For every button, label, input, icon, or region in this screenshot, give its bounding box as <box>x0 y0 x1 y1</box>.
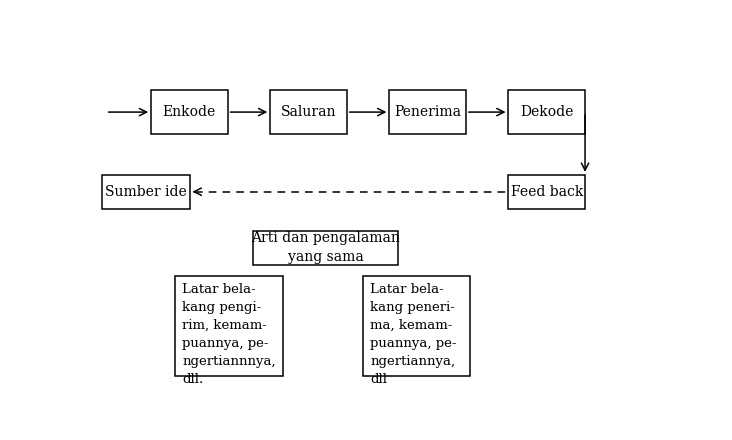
Bar <box>509 90 585 134</box>
Text: Latar bela-
kang peneri-
ma, kemam-
puannya, pe-
ngertiannya,
dll: Latar bela- kang peneri- ma, kemam- puan… <box>370 282 457 385</box>
Text: Arti dan pengalaman
yang sama: Arti dan pengalaman yang sama <box>251 231 400 264</box>
Bar <box>270 90 347 134</box>
Text: Penerima: Penerima <box>394 105 461 119</box>
Bar <box>389 90 466 134</box>
Bar <box>151 90 228 134</box>
Text: Enkode: Enkode <box>163 105 216 119</box>
Bar <box>509 175 585 209</box>
Bar <box>253 231 398 264</box>
Text: Latar bela-
kang pengi-
rim, kemam-
puannya, pe-
ngertiannnya,
dll.: Latar bela- kang pengi- rim, kemam- puan… <box>182 282 276 385</box>
Bar <box>175 276 283 376</box>
Text: Feed back: Feed back <box>511 185 583 199</box>
Text: Dekode: Dekode <box>520 105 573 119</box>
Text: Saluran: Saluran <box>281 105 336 119</box>
Text: Sumber ide: Sumber ide <box>105 185 187 199</box>
Bar <box>362 276 471 376</box>
Bar <box>102 175 190 209</box>
